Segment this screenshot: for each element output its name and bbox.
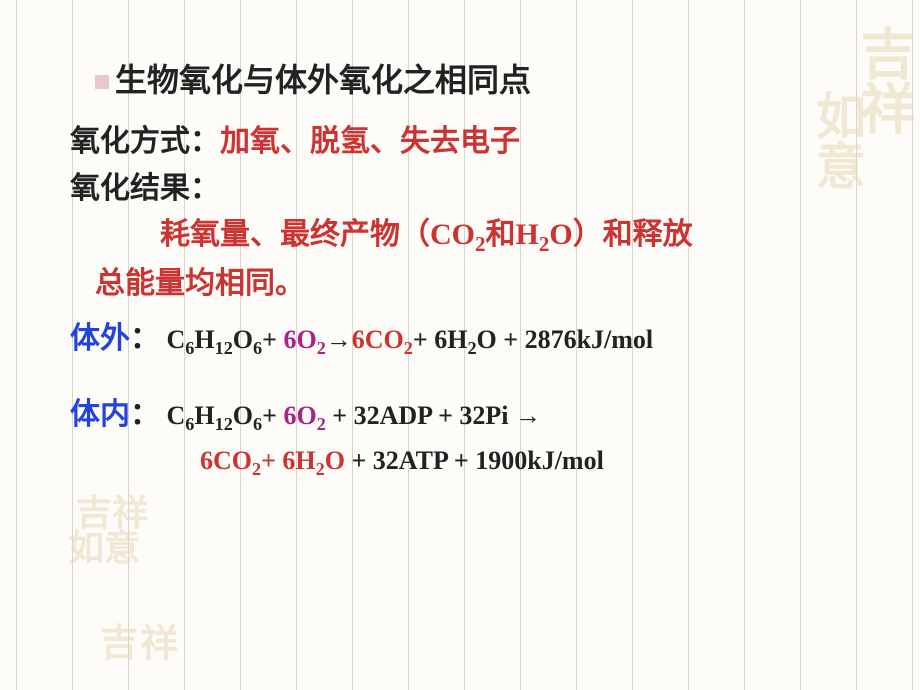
result-co2: CO2 <box>430 218 486 251</box>
title-row: 生物氧化与体外氧化之相同点 <box>95 55 880 101</box>
eq2-o2: 6O2 <box>283 401 325 430</box>
eq1-glucose: C6H12O6 <box>167 325 263 354</box>
eq2-glucose: C6H12O6 <box>167 401 263 430</box>
eq2-adp: + 32ADP + 32Pi → <box>326 401 541 430</box>
result-line-2: 总能量均相同。 <box>95 261 880 308</box>
slide-title: 生物氧化与体外氧化之相同点 <box>115 62 531 98</box>
eq2-label: 体内 <box>70 398 130 431</box>
result-label: 氧化结果： <box>70 172 220 205</box>
eq2-h2o: 6H2O <box>282 446 345 475</box>
watermark-bl2: 祥 <box>140 625 178 663</box>
result-h2o: H2O <box>516 218 573 251</box>
bullet-icon <box>95 75 109 89</box>
equation-internal-line2: 6CO2+ 6H2O + 32ATP + 1900kJ/mol <box>200 440 880 484</box>
result-text-3: 总能量均相同。 <box>95 267 305 300</box>
eq1-co2: 6CO2 <box>352 325 413 354</box>
oxidation-method-line: 氧化方式：加氧、脱氢、失去电子 <box>70 119 880 166</box>
slide-content: 生物氧化与体外氧化之相同点 氧化方式：加氧、脱氢、失去电子 氧化结果： 耗氧量、… <box>0 0 920 484</box>
result-text-1: 耗氧量、最终产物（ <box>160 218 430 251</box>
watermark-ml2: 如意 <box>68 530 140 566</box>
equation-external: 体外： C6H12O6+ 6O2→6CO2+ 6H2O + 2876kJ/mol <box>70 315 880 363</box>
method-value: 加氧、脱氢、失去电子 <box>220 125 520 158</box>
watermark-ml1: 吉祥 <box>76 495 148 531</box>
watermark-bl1: 吉 <box>100 625 138 663</box>
eq1-energy: + 2876kJ/mol <box>497 325 653 354</box>
eq1-label: 体外 <box>70 322 130 355</box>
eq2-co2: 6CO2 <box>200 446 261 475</box>
oxidation-result-label: 氧化结果： <box>70 166 880 213</box>
method-label: 氧化方式： <box>70 125 220 158</box>
eq2-atp: + 32ATP + 1900kJ/mol <box>345 446 604 475</box>
result-line-1: 耗氧量、最终产物（CO2和H2O）和释放 <box>160 212 880 261</box>
result-text-2: ）和释放 <box>573 218 693 251</box>
equation-internal-line1: 体内： C6H12O6+ 6O2 + 32ADP + 32Pi → <box>70 391 880 439</box>
result-and: 和 <box>486 218 516 251</box>
eq1-o2: 6O2 <box>283 325 325 354</box>
eq1-h2o: 6H2O <box>434 325 497 354</box>
